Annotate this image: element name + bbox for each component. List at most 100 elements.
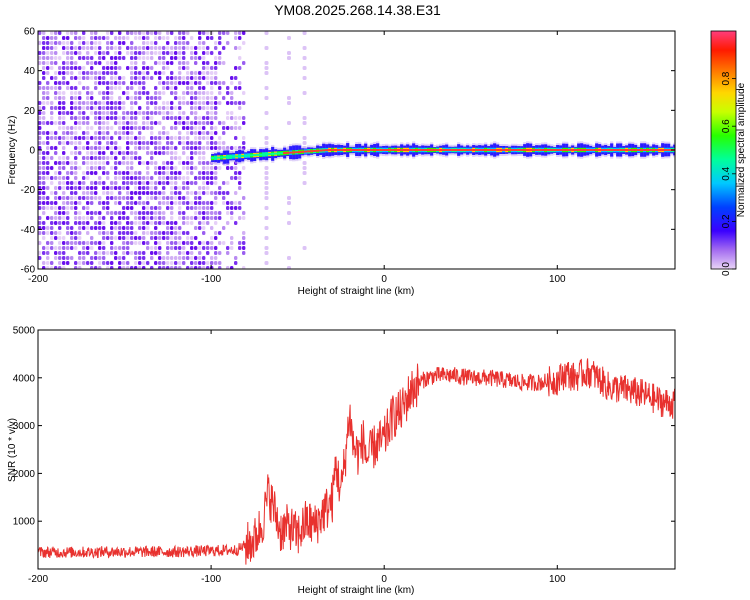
spectrogram-noise-cell bbox=[202, 31, 206, 35]
spectrogram-noise-cell bbox=[134, 251, 138, 255]
spectrogram-noise-cell bbox=[234, 261, 238, 265]
spectrogram-noise-cell bbox=[186, 256, 190, 260]
spectrogram-noise-cell bbox=[126, 46, 130, 50]
spectrogram-noise-cell bbox=[130, 71, 134, 75]
spectrogram-noise-cell bbox=[182, 166, 186, 170]
spectrogram-band-core bbox=[253, 154, 257, 157]
spectrogram-noise-cell bbox=[174, 181, 178, 185]
spectrogram-noise-cell bbox=[122, 91, 126, 95]
spectrogram-noise-cell bbox=[202, 86, 206, 90]
spectrogram-noise-cell bbox=[110, 151, 114, 155]
spectrogram-noise-cell bbox=[198, 131, 202, 135]
spectrogram-noise-cell bbox=[110, 81, 114, 85]
spectrogram-noise-cell bbox=[74, 201, 78, 205]
spectrogram-noise-cell bbox=[182, 261, 186, 265]
spectrogram-noise-cell bbox=[42, 156, 46, 160]
spectrogram-noise-cell bbox=[214, 251, 218, 255]
spectrogram-noise-cell bbox=[78, 91, 82, 95]
spectrogram-noise-cell bbox=[106, 201, 110, 205]
spectrogram-noise-cell bbox=[186, 86, 190, 90]
spectrogram-noise-cell bbox=[70, 56, 74, 60]
spectrogram-noise-cell bbox=[90, 126, 94, 130]
spectrogram-noise-cell bbox=[178, 191, 182, 195]
spectrogram-streak-cell bbox=[264, 166, 269, 170]
spectrogram-noise-cell bbox=[146, 101, 150, 105]
spectrogram-noise-cell bbox=[162, 111, 166, 115]
spectrogram-noise-cell bbox=[98, 71, 102, 75]
spectrogram-noise-cell bbox=[86, 91, 90, 95]
spectrogram-noise-cell bbox=[158, 56, 162, 60]
spectrogram-noise-cell bbox=[54, 36, 58, 40]
spectrogram-noise-cell bbox=[82, 66, 86, 70]
spectrogram-noise-cell bbox=[234, 66, 238, 70]
spectrogram-noise-cell bbox=[178, 121, 182, 125]
spectrogram-noise-cell bbox=[154, 61, 158, 65]
spectrogram-noise-cell bbox=[186, 66, 190, 70]
spectrogram-noise-cell bbox=[110, 241, 114, 245]
spectrogram-noise-cell bbox=[106, 266, 110, 269]
spectrogram-band-core bbox=[304, 150, 308, 153]
spectrogram-noise-cell bbox=[210, 71, 214, 75]
spectrogram-noise-cell bbox=[90, 151, 94, 155]
spectrogram-noise-cell bbox=[102, 91, 106, 95]
spectrogram-streak-cell bbox=[264, 111, 269, 115]
spectrogram-noise-cell bbox=[234, 136, 238, 140]
spectrogram-noise-cell bbox=[202, 101, 206, 105]
spectrogram-noise-cell bbox=[214, 211, 218, 215]
spectrogram-noise-cell bbox=[74, 121, 78, 125]
spectrogram-noise-cell bbox=[86, 261, 90, 265]
spectrogram-noise-cell bbox=[190, 101, 194, 105]
spectrogram-noise-cell bbox=[86, 201, 90, 205]
spectrogram-band-core bbox=[313, 149, 317, 152]
spectrogram-streak-cell bbox=[264, 46, 269, 50]
spectrogram-noise-cell bbox=[66, 241, 70, 245]
spectrogram-noise-cell bbox=[226, 126, 230, 130]
spectrogram-noise-cell bbox=[198, 191, 202, 195]
spectrogram-noise-cell bbox=[166, 256, 170, 260]
spectrogram-noise-cell bbox=[214, 81, 218, 85]
spectrogram-noise-cell bbox=[166, 251, 170, 255]
spectrogram-noise-cell bbox=[210, 166, 214, 170]
spectrogram-noise-cell bbox=[210, 81, 214, 85]
spectrogram-noise-cell bbox=[214, 201, 218, 205]
spectrogram-noise-cell bbox=[182, 121, 186, 125]
spectrogram-noise-cell bbox=[74, 221, 78, 225]
spectrogram-noise-cell bbox=[78, 151, 82, 155]
spectrogram-band-core bbox=[664, 149, 668, 151]
spectrogram-noise-cell bbox=[122, 246, 126, 250]
spectrogram-noise-cell bbox=[174, 51, 178, 55]
spectrogram-noise-cell bbox=[226, 41, 230, 45]
spectrogram-band-core bbox=[571, 149, 575, 151]
spectrogram-band-core bbox=[325, 149, 329, 152]
spectrogram-noise-cell bbox=[170, 71, 174, 75]
spectrogram-noise-cell bbox=[138, 76, 142, 80]
spectrogram-noise-cell bbox=[130, 86, 134, 90]
spectrogram-streak-cell bbox=[286, 56, 291, 60]
snr-x-axis-label: Height of straight line (km) bbox=[298, 585, 415, 596]
spectrogram-noise-cell bbox=[202, 96, 206, 100]
spectrogram-noise-cell bbox=[126, 181, 130, 185]
spectrogram-noise-cell bbox=[106, 96, 110, 100]
spectrogram-noise-cell bbox=[242, 41, 246, 45]
spectrogram-noise-cell bbox=[62, 141, 66, 145]
spectrogram-noise-cell bbox=[130, 241, 134, 245]
spectrogram-noise-cell bbox=[78, 181, 82, 185]
spectrogram-noise-cell bbox=[150, 151, 154, 155]
spectrogram-noise-cell bbox=[198, 196, 202, 200]
spectrogram-noise-cell bbox=[74, 261, 78, 265]
spectrogram-noise-cell bbox=[186, 81, 190, 85]
spectrogram-noise-cell bbox=[58, 246, 62, 250]
spectrogram-noise-cell bbox=[42, 201, 46, 205]
spectrogram-noise-cell bbox=[146, 176, 150, 180]
spectrogram-noise-cell bbox=[158, 31, 162, 35]
spectrogram-noise-cell bbox=[186, 216, 190, 220]
spectrogram-noise-cell bbox=[66, 61, 70, 65]
spectrogram-noise-cell bbox=[162, 71, 166, 75]
spectrogram-noise-cell bbox=[142, 211, 146, 215]
spectrogram-noise-cell bbox=[170, 101, 174, 105]
spectrogram-noise-cell bbox=[130, 196, 134, 200]
spectrogram-noise-cell bbox=[118, 226, 122, 230]
spectrogram-noise-cell bbox=[170, 136, 174, 140]
spectrogram-noise-cell bbox=[66, 246, 70, 250]
spectrogram-noise-cell bbox=[98, 241, 102, 245]
